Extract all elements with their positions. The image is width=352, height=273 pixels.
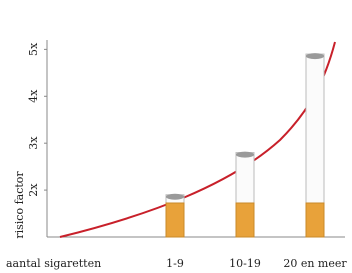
page: {"chart_data": {"type": "bar", "y_label"… bbox=[0, 0, 352, 273]
cigarette bbox=[236, 152, 254, 237]
cigarette bbox=[306, 53, 324, 237]
y-tick-label: 3x bbox=[27, 136, 40, 150]
cigarette-filter bbox=[236, 203, 254, 237]
risk-curve bbox=[60, 42, 335, 237]
y-axis-title: risico factor bbox=[13, 171, 26, 239]
cigarette-ash bbox=[306, 53, 324, 59]
x-tick-label: 10-19 bbox=[229, 257, 261, 270]
cigarette-ash bbox=[166, 194, 184, 200]
cigarette-ash bbox=[236, 152, 254, 158]
y-tick-label: 4x bbox=[27, 89, 40, 103]
x-axis-title: aantal sigaretten bbox=[6, 257, 101, 270]
chart: risico factor aantal sigaretten 2x 3x 4x 5x… bbox=[0, 0, 352, 273]
y-tick-label: 5x bbox=[27, 42, 40, 56]
cigarette bbox=[166, 194, 184, 237]
x-tick-label: 20 en meer bbox=[283, 257, 347, 270]
cigarette-filter bbox=[306, 203, 324, 237]
y-tick-label: 2x bbox=[27, 183, 40, 197]
cigarette-filter bbox=[166, 203, 184, 237]
x-tick-label: 1-9 bbox=[166, 257, 184, 270]
